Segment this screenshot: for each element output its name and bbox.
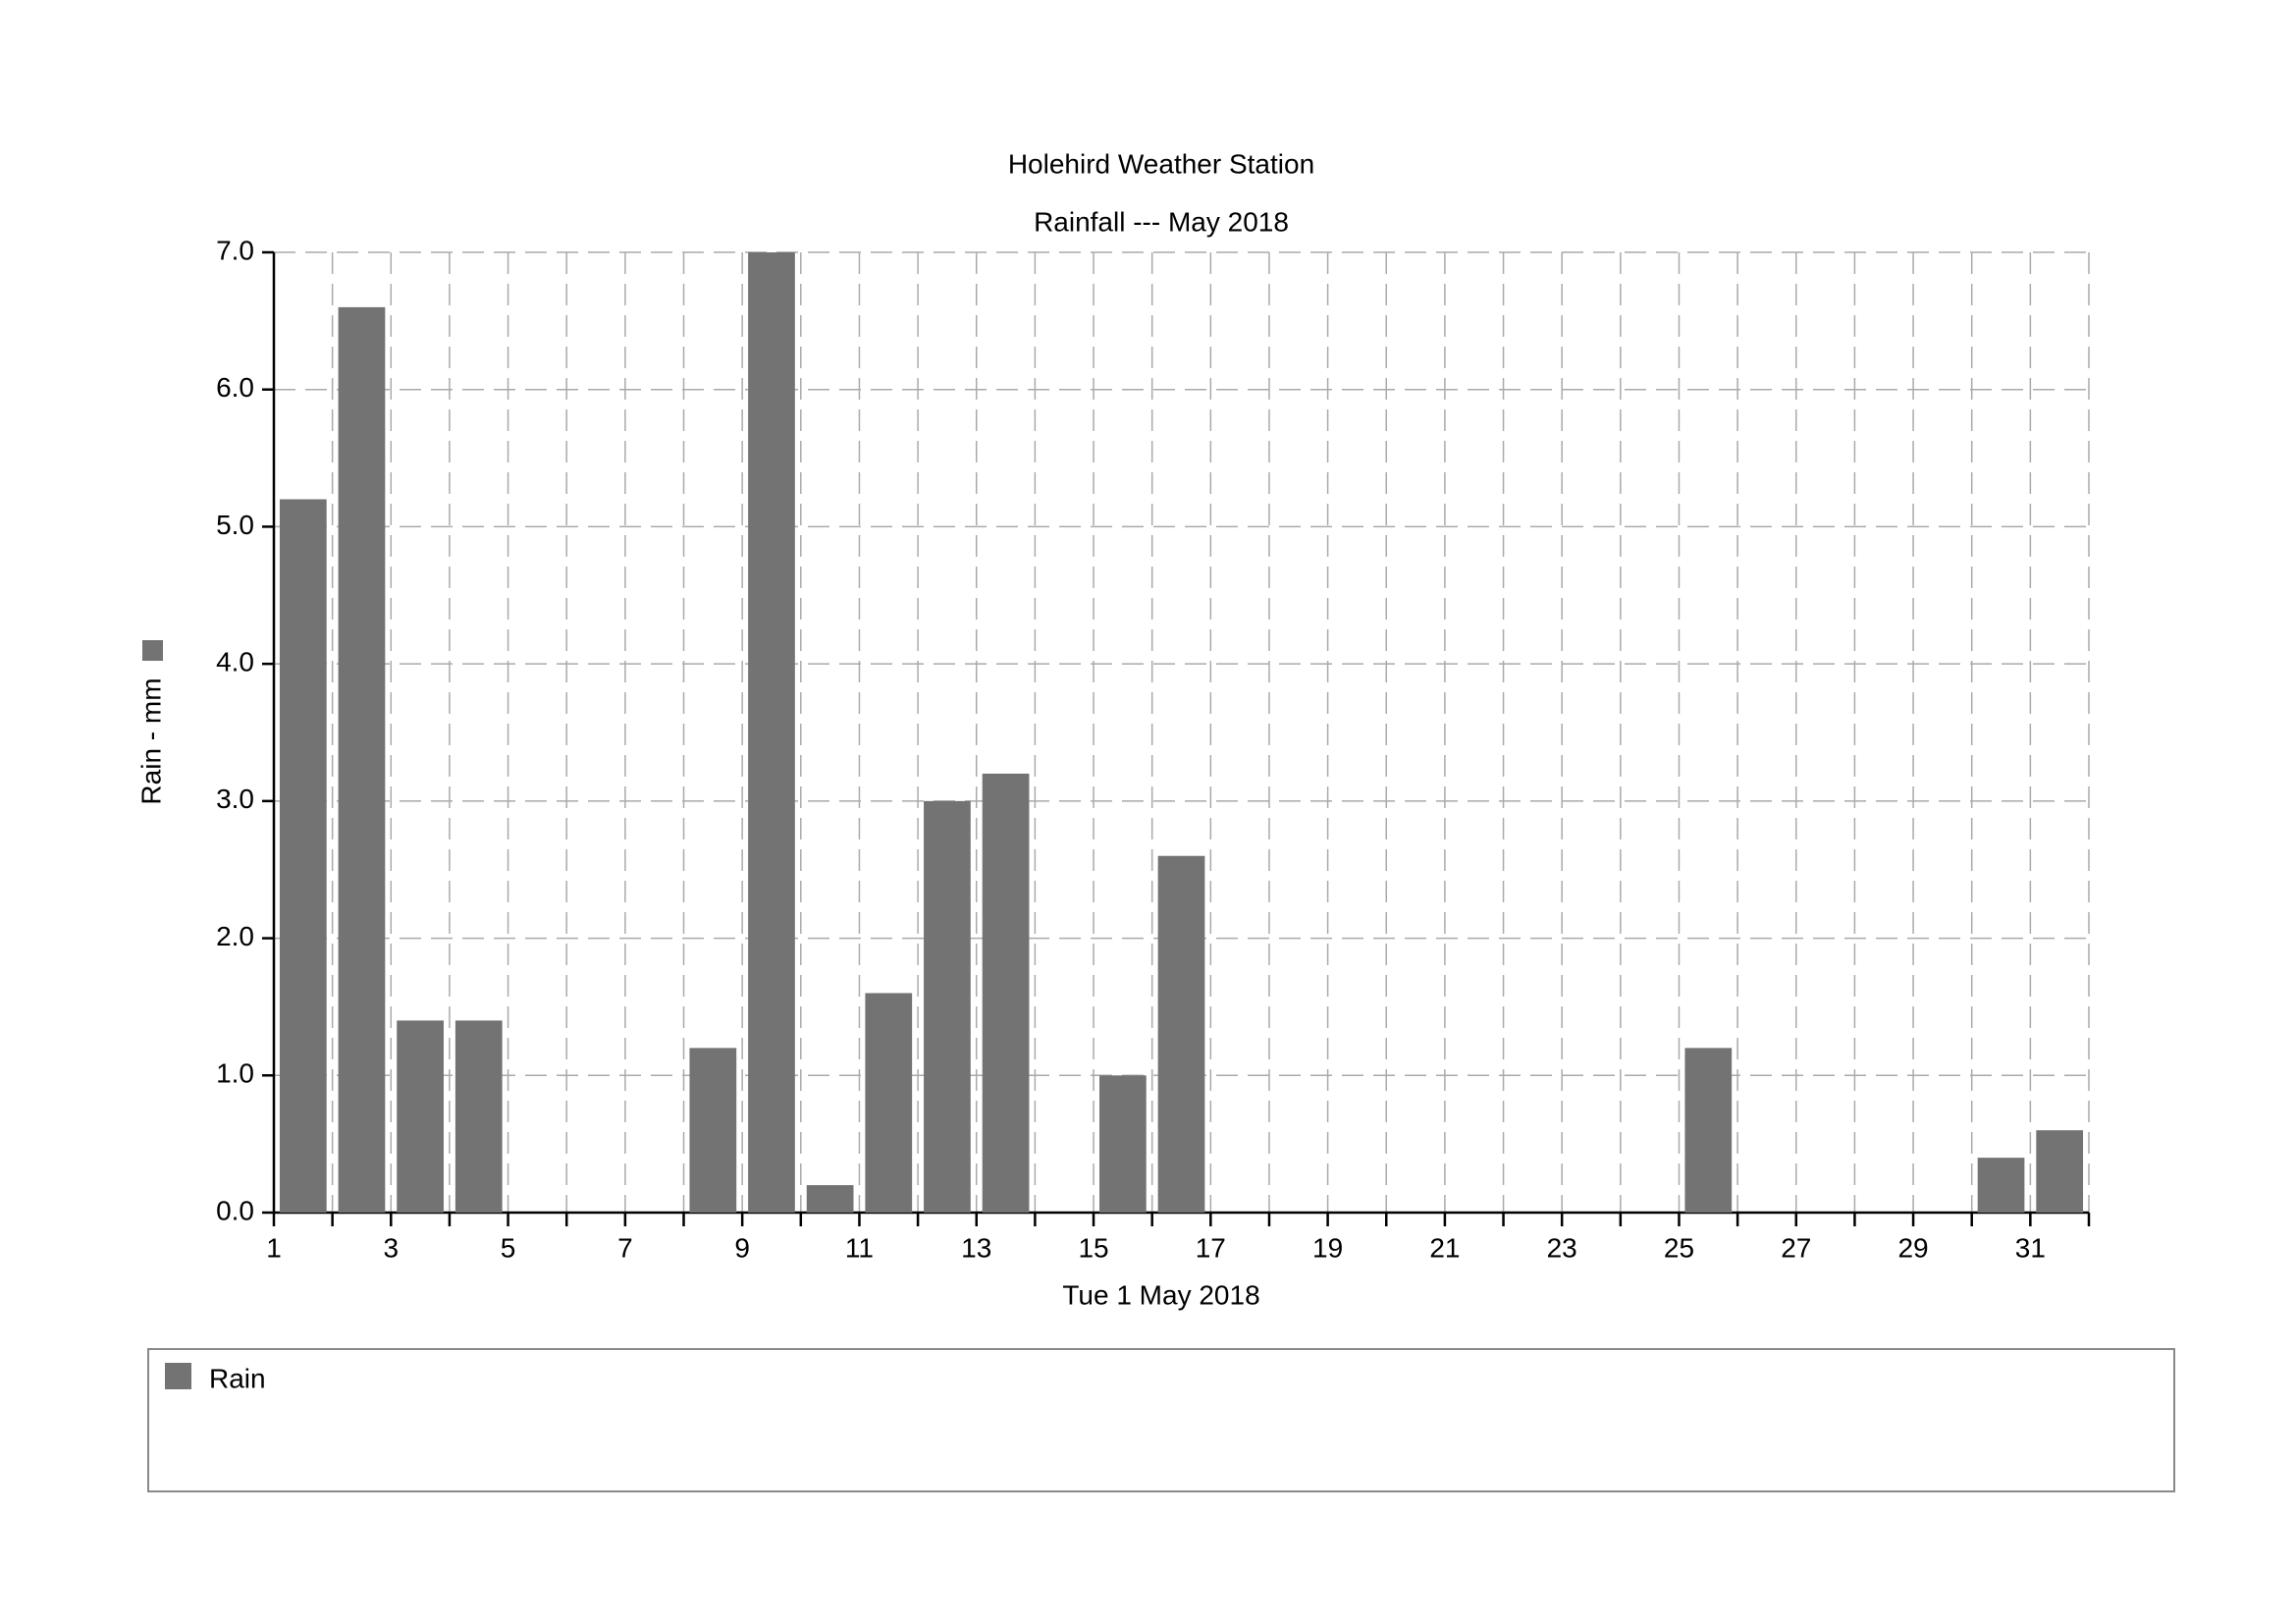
x-tick-label: 9 (734, 1232, 750, 1263)
legend-swatch (165, 1363, 191, 1389)
y-tick-label: 1.0 (216, 1058, 254, 1089)
chart-title: Holehird Weather Station (1008, 148, 1314, 179)
y-tick-label: 5.0 (216, 510, 254, 540)
x-tick-label: 3 (384, 1232, 400, 1263)
x-tick-label: 25 (1664, 1232, 1694, 1263)
chart-subtitle: Rainfall --- May 2018 (1034, 206, 1289, 237)
y-tick-label: 3.0 (216, 784, 254, 814)
bar (1684, 1048, 1733, 1213)
x-tick-label: 21 (1429, 1232, 1460, 1263)
x-axis-label: Tue 1 May 2018 (1062, 1279, 1259, 1310)
y-tick-label: 7.0 (216, 235, 254, 265)
y-tick-label: 0.0 (216, 1195, 254, 1225)
bar (454, 1020, 503, 1213)
bar (806, 1185, 854, 1213)
x-tick-label: 23 (1547, 1232, 1577, 1263)
bar (1098, 1075, 1147, 1213)
x-tick-label: 11 (845, 1232, 874, 1263)
x-tick-label: 15 (1078, 1232, 1108, 1263)
bar (2036, 1130, 2084, 1213)
x-tick-label: 19 (1312, 1232, 1343, 1263)
legend-box (147, 1348, 2175, 1492)
y-axis-label: Rain - mm (135, 677, 166, 804)
bar (338, 306, 386, 1213)
bar (1977, 1158, 2025, 1213)
x-tick-label: 7 (617, 1232, 633, 1263)
bar (982, 773, 1030, 1213)
x-tick-label: 1 (266, 1232, 282, 1263)
bar (1157, 855, 1205, 1213)
x-tick-label: 31 (2015, 1232, 2046, 1263)
bar (397, 1020, 444, 1213)
x-tick-label: 5 (501, 1232, 516, 1263)
bar (748, 252, 795, 1213)
x-tick-label: 27 (1781, 1232, 1811, 1263)
x-tick-label: 29 (1897, 1232, 1928, 1263)
y-tick-label: 6.0 (216, 372, 254, 403)
bar (865, 993, 913, 1213)
y-tick-label: 2.0 (216, 921, 254, 951)
x-tick-label: 13 (961, 1232, 991, 1263)
bar (924, 800, 971, 1213)
y-tick-label: 4.0 (216, 647, 254, 677)
legend-label: Rain (209, 1363, 266, 1393)
bar (279, 499, 327, 1213)
x-tick-label: 17 (1196, 1232, 1226, 1263)
bar (689, 1048, 737, 1213)
y-axis-swatch (142, 640, 163, 661)
